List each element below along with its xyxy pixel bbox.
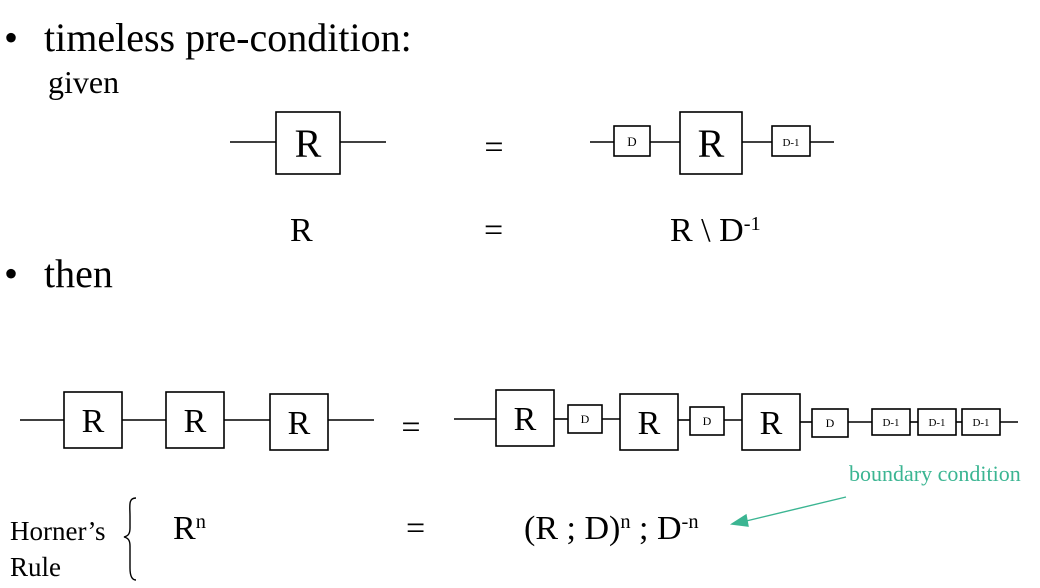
algebra-row2-left-base: R <box>173 510 196 547</box>
delay-box <box>689 406 725 436</box>
algebra-row2-left-sup: n <box>195 510 206 533</box>
inverse-delay-label: D-1 <box>928 417 945 429</box>
horner-label-line1: Horner’s <box>10 516 106 546</box>
algebra-row2-left: Rn <box>173 512 206 546</box>
inverse-delay-box <box>771 125 811 157</box>
boundary-condition-label: boundary condition <box>849 461 1021 486</box>
register-label: R <box>184 403 207 440</box>
horner-label-line2: Rule <box>10 552 61 582</box>
register-box <box>275 111 341 175</box>
register-label: R <box>295 121 322 166</box>
register-box <box>619 393 679 451</box>
register-label: R <box>82 403 105 440</box>
register-label: R <box>698 121 725 166</box>
register-label: R <box>638 405 661 442</box>
curly-brace <box>123 497 137 581</box>
algebra-row1-right: R \ D-1 <box>670 214 761 248</box>
register-label: R <box>760 405 783 442</box>
algebra-row1-right-sup: -1 <box>743 212 761 235</box>
algebra-row2-right-sup2: -n <box>681 510 699 533</box>
delay-label: D <box>703 414 712 428</box>
delay-label: D <box>826 416 835 430</box>
equals-sign: = <box>484 129 503 166</box>
algebra-row2-right-part1: (R ; D) <box>524 510 621 547</box>
algebra-row2-right: (R ; D)n ; D-n <box>524 512 699 546</box>
algebra-row2-right-sup1: n <box>620 510 631 533</box>
delay-label: D <box>581 412 590 426</box>
delay-box <box>613 125 651 157</box>
delay-box <box>811 408 849 438</box>
register-box <box>495 389 555 447</box>
bullet-marker-1: • <box>4 15 19 60</box>
bullet-marker-2: • <box>4 251 19 296</box>
inverse-delay-label: D-1 <box>882 417 899 429</box>
algebra-row1-equals: = <box>484 212 504 249</box>
bullet-given: given <box>48 64 120 100</box>
boundary-arrow-head <box>729 513 749 527</box>
register-label: R <box>514 401 537 438</box>
algebra-row1-left: R <box>290 212 313 249</box>
algebra-row1-right-base: R \ D <box>670 212 744 249</box>
register-label: R <box>288 405 311 442</box>
inverse-delay-label: D-1 <box>972 417 989 429</box>
inverse-delay-label: D-1 <box>782 137 799 149</box>
algebra-row2-equals: = <box>406 510 426 547</box>
boundary-arrow-line <box>741 496 847 523</box>
register-box <box>679 111 743 175</box>
bullet-precondition: timeless pre-condition: <box>44 15 412 60</box>
equals-sign: = <box>401 409 420 446</box>
delay-label: D <box>627 134 636 149</box>
algebra-row2-right-part2: ; D <box>630 510 682 547</box>
register-box <box>269 393 329 451</box>
bullet-then: then <box>44 251 113 296</box>
